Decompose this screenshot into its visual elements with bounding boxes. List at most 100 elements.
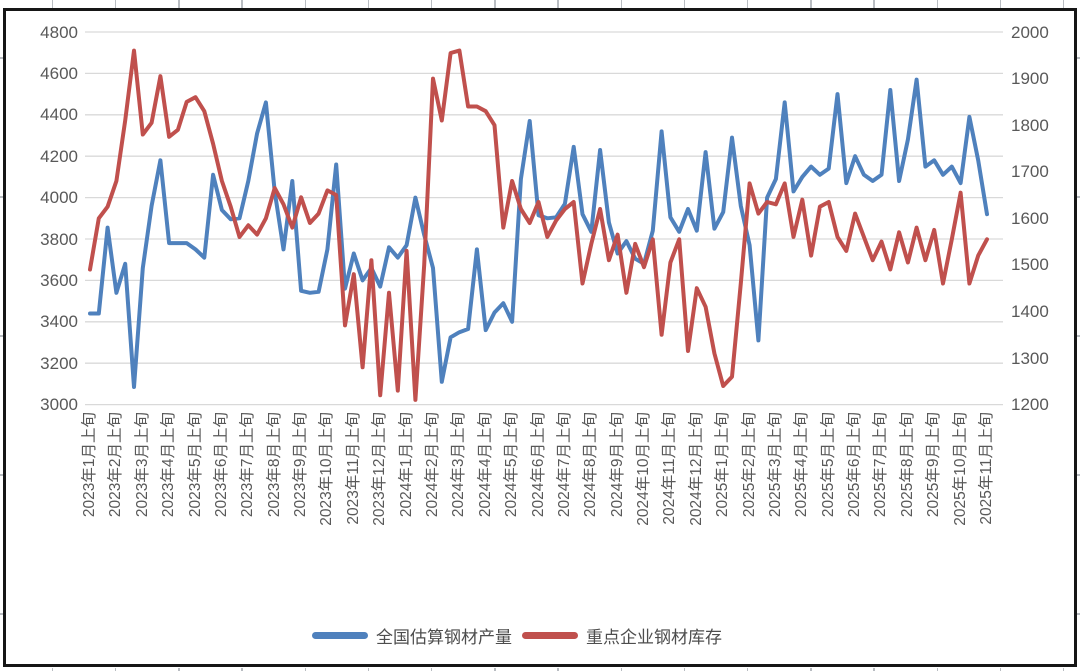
worksheet-gridline-tick [683,0,686,8]
x-tick-label: 2023年9月上旬 [292,412,310,518]
y-left-tick-label: 3200 [40,353,78,373]
x-tick-label: 2025年5月上旬 [819,412,837,518]
x-tick-label: 2023年2月上旬 [107,412,125,518]
x-tick-label: 2023年7月上旬 [239,412,257,518]
worksheet-gridline-tick [241,0,243,8]
worksheet-gridline-tick [1077,613,1080,615]
x-tick-label: 2024年3月上旬 [450,412,468,518]
worksheet-gridline-tick [0,613,3,615]
x-tick-label: 2025年8月上旬 [898,412,916,518]
x-tick-label: 2023年3月上旬 [133,412,151,518]
x-tick-label: 2024年11月上旬 [661,412,679,525]
worksheet-gridline-tick [557,0,559,8]
y-right-tick-label: 1700 [1011,162,1049,182]
worksheet-gridline-tick [114,667,117,671]
worksheet-gridline-tick [51,667,54,671]
y-left-tick-label: 4200 [40,146,78,166]
y-left-tick-label: 4600 [40,63,78,83]
worksheet-gridline-tick [178,667,180,671]
worksheet-gridline-tick [936,0,938,8]
y-right-tick-label: 1900 [1011,69,1049,89]
worksheet-gridline-tick [367,0,370,8]
worksheet-gridline-tick [1062,667,1065,671]
worksheet-gridline-tick [304,667,306,671]
legend: 全国估算钢材产量 重点企业钢材库存 [0,623,1062,648]
worksheet-gridline-tick [746,0,749,8]
worksheet-gridline-tick [0,474,3,476]
x-tick-label: 2023年1月上旬 [81,412,98,518]
x-tick-label: 2024年12月上旬 [687,412,705,526]
y-left-tick-label: 3800 [40,229,78,249]
worksheet-gridline-tick [810,0,812,8]
worksheet-gridline-tick [873,667,875,671]
worksheet-gridline-tick [873,0,875,8]
x-tick-label: 2024年1月上旬 [397,412,415,518]
x-tick-label: 2023年4月上旬 [160,412,178,518]
worksheet-gridline-tick [1062,0,1065,8]
x-tick-label: 2025年4月上旬 [793,412,811,518]
worksheet-gridline-tick [810,667,812,671]
series-line-inventory [88,48,989,402]
y-right-tick-label: 1500 [1011,255,1049,275]
worksheet-gridline-tick [178,0,180,8]
x-tick-label: 2024年9月上旬 [608,412,626,518]
x-tick-label: 2023年6月上旬 [212,412,230,518]
series-lines [88,48,989,402]
worksheet-gridline-tick [114,0,117,8]
worksheet-gridline-tick [494,667,496,671]
x-tick-label: 2024年10月上旬 [635,412,653,526]
y-left-tick-label: 4000 [40,188,78,208]
worksheet-gridline-tick [0,196,3,198]
x-tick-label: 2024年6月上旬 [529,412,547,518]
worksheet-gridline-tick [620,0,622,8]
x-tick-label: 2024年8月上旬 [582,412,600,518]
worksheet-gridline-tick [430,667,433,671]
worksheet-gridline-tick [999,667,1002,671]
worksheet-gridline-tick [557,667,559,671]
legend-line-sample-red [522,632,578,639]
worksheet-gridline-tick [241,667,243,671]
x-tick-label: 2024年4月上旬 [476,412,494,518]
y-right-tick-label: 1300 [1011,348,1049,368]
worksheet-gridline-tick [1077,474,1080,476]
worksheet-gridline-tick [0,57,3,59]
y-right-tick-label: 2000 [1011,22,1049,42]
worksheet-gridline-tick [620,667,622,671]
worksheet-gridline-tick [746,667,749,671]
y-right-tick-label: 1200 [1011,395,1049,415]
x-tick-label: 2024年5月上旬 [503,412,521,518]
legend-item-production: 全国估算钢材产量 [312,623,522,648]
x-tick-label: 2025年7月上旬 [872,412,890,518]
x-tick-label: 2024年2月上旬 [423,412,441,518]
worksheet-gridline-tick [936,667,938,671]
x-tick-label: 2024年7月上旬 [555,412,573,518]
legend-label-production: 全国估算钢材产量 [376,628,512,647]
y-left-tick-label: 4400 [40,105,78,125]
legend-item-inventory: 重点企业钢材库存 [522,623,732,648]
y-left-tick-label: 3400 [40,312,78,332]
x-tick-label: 2023年10月上旬 [318,412,336,526]
y-left-tick-label: 3600 [40,270,78,290]
x-tick-label: 2023年12月上旬 [371,412,389,526]
x-tick-label: 2025年1月上旬 [714,412,732,518]
series-line-production [88,77,989,389]
worksheet-gridline-tick [367,667,370,671]
worksheet-gridline-tick [999,0,1002,8]
x-tick-label: 2025年6月上旬 [846,412,864,518]
legend-label-inventory: 重点企业钢材库存 [586,628,722,647]
x-tick-label: 2025年10月上旬 [951,412,969,526]
worksheet-gridline-tick [494,0,496,8]
x-tick-label: 2023年8月上旬 [265,412,283,518]
x-tick-label: 2023年5月上旬 [186,412,204,518]
worksheet-gridline-tick [304,0,306,8]
worksheet-gridline-tick [1077,196,1080,198]
worksheet-gridline-tick [0,335,3,337]
x-tick-label: 2025年3月上旬 [766,412,784,518]
worksheet-gridline-tick [1077,335,1080,337]
worksheet-gridline-tick [51,0,54,8]
x-tick-label: 2023年11月上旬 [344,412,362,525]
y-left-tick-label: 3000 [40,395,78,415]
y-right-tick-label: 1600 [1011,208,1049,228]
